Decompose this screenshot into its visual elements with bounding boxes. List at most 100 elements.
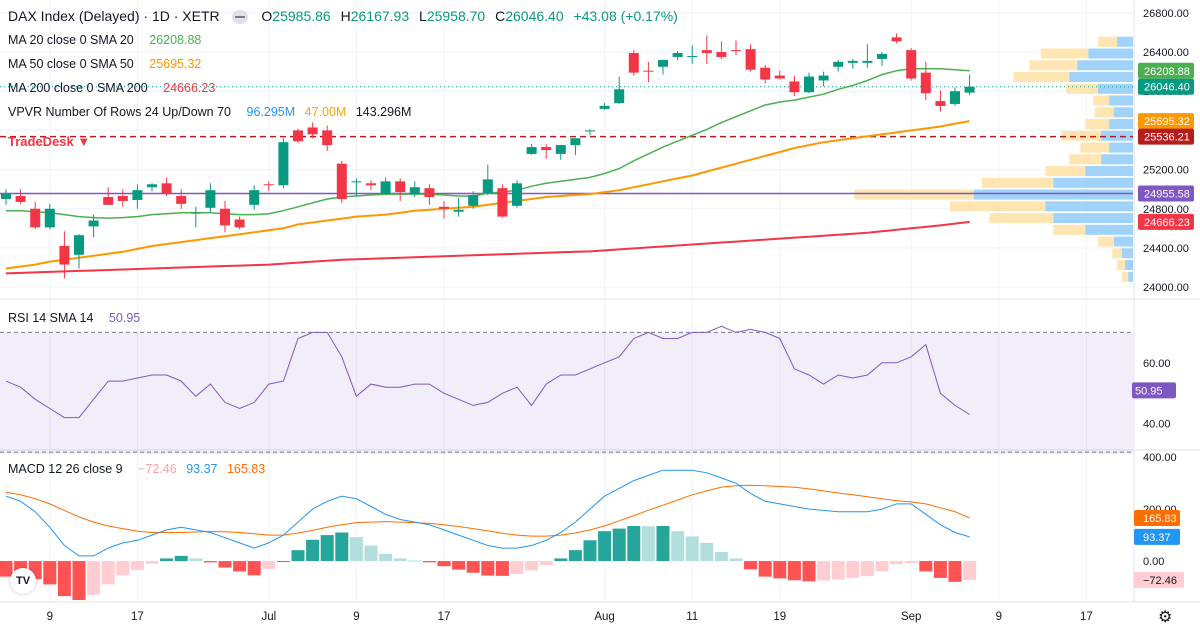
symbol-title[interactable]: DAX Index (Delayed) · 1D · XETR (8, 8, 220, 24)
price-tick-label: 26800.00 (1143, 8, 1189, 20)
candle-body (336, 163, 347, 199)
macd-histogram-bar (174, 555, 188, 562)
candle-body (614, 89, 625, 103)
volume-profile-down-bar (1029, 60, 1078, 71)
vpvr-down-value: 47.00M (304, 105, 347, 119)
ma200-line (5, 220, 970, 275)
macd-histogram-bar (0, 561, 13, 577)
time-axis-label: 17 (131, 611, 144, 623)
volume-profile-up-bar (1109, 95, 1133, 106)
macd-histogram-bar (875, 561, 889, 572)
candle-body (833, 61, 844, 67)
rsi-band (0, 332, 1133, 455)
vpvr-legend[interactable]: VPVR Number Of Rows 24 Up/Down 70 96.295… (8, 104, 417, 120)
candle-body (30, 208, 41, 228)
change-value: +43.08 (+0.17%) (573, 8, 678, 24)
macd-histogram-bar (612, 528, 626, 562)
low-label: L (419, 8, 427, 24)
candle-body (468, 195, 479, 206)
macd-histogram-bar (364, 545, 378, 562)
macd-hist-axis-label: −72.46 (1143, 575, 1177, 587)
tradedesk-logo[interactable]: TradeDesk ▼ (8, 134, 91, 149)
candle-body (409, 187, 420, 195)
candle-body (424, 188, 435, 198)
macd-histogram-bar (948, 561, 962, 582)
rsi-axis-label-box (1132, 382, 1176, 399)
macd-histogram-bar (598, 531, 612, 562)
candle-body (950, 91, 960, 104)
macd-histogram-bar (189, 558, 203, 562)
ma200-legend[interactable]: MA 200 close 0 SMA 200 24666.23 (8, 80, 221, 96)
ma50-label: MA 50 close 0 SMA 50 (8, 57, 134, 71)
price-axis-label: 24666.23 (1144, 217, 1190, 229)
candle-body (570, 138, 581, 146)
macd-histogram-bar (714, 551, 728, 562)
macd-histogram-bar (758, 561, 772, 577)
rsi-tick-label: 40.00 (1143, 419, 1171, 431)
candle-body (701, 50, 712, 54)
volume-profile-up-bar (1053, 213, 1133, 224)
volume-profile-up-bar (1085, 224, 1133, 235)
macd-legend[interactable]: MACD 12 26 close 9 −72.46 93.37 165.83 (8, 461, 271, 477)
rsi-line (5, 325, 970, 419)
volume-profile-down-bar (1097, 236, 1114, 247)
candle-body (599, 105, 610, 109)
tradingview-logo-icon[interactable]: TV (10, 568, 36, 594)
volume-profile-down-bar (1080, 142, 1110, 153)
ma50-value: 25695.32 (149, 57, 202, 71)
macd-histogram-bar (831, 561, 845, 580)
volume-profile-up-bar (1088, 48, 1133, 59)
candle-body (877, 54, 887, 59)
volume-profile-up-bar (973, 189, 1133, 200)
ma20-legend[interactable]: MA 20 close 0 SMA 20 26208.88 (8, 32, 207, 48)
volume-profile-down-bar (1045, 166, 1086, 177)
volume-profile-up-bar (1101, 154, 1133, 165)
volume-profile-down-bar (1121, 271, 1129, 282)
eye-icon[interactable] (231, 10, 248, 25)
macd-histogram-bar (685, 536, 699, 562)
price-axis-label-box (1138, 185, 1194, 202)
macd-histogram-bar (627, 526, 641, 562)
volume-profile-down-bar (989, 213, 1054, 224)
candle-body (88, 220, 99, 227)
macd-histogram-bar (933, 561, 947, 578)
candle-body (453, 209, 464, 212)
volume-profile-down-bar (1069, 154, 1102, 165)
candle-body (161, 183, 172, 194)
ma50-line (5, 120, 970, 270)
macd-histogram-bar (379, 553, 393, 562)
macd-histogram-bar (393, 558, 407, 562)
candle-body (847, 60, 858, 63)
time-axis-label: Aug (594, 611, 614, 623)
price-axis-label-box (1138, 78, 1194, 95)
time-axis-label: Jul (261, 611, 276, 623)
open-label: O (261, 8, 273, 24)
volume-profile-up-bar (1128, 271, 1133, 282)
vpvr-label: VPVR Number Of Rows 24 Up/Down 70 (8, 105, 232, 119)
rsi-legend[interactable]: RSI 14 SMA 14 50.95 (8, 310, 146, 326)
vpvr-total-value: 143.296M (355, 105, 412, 119)
ma50-legend[interactable]: MA 50 close 0 SMA 50 25695.32 (8, 56, 207, 72)
macd-histogram-bar (452, 561, 466, 570)
close-value: 26046.40 (505, 8, 564, 24)
gear-icon[interactable]: ⚙ (1158, 609, 1173, 626)
volume-profile-down-bar (1013, 72, 1070, 83)
volume-profile-down-bar (1066, 83, 1098, 94)
volume-profile-up-bar (1121, 248, 1133, 259)
candle-body (147, 184, 157, 188)
macd-histogram-bar (422, 561, 436, 563)
price-tick-label: 24800.00 (1143, 204, 1189, 216)
candle-body (555, 145, 566, 154)
close-label: C (495, 8, 506, 24)
rsi-label: RSI 14 SMA 14 (8, 311, 94, 325)
macd-histogram-bar (262, 561, 276, 569)
macd-histogram-bar (233, 561, 247, 572)
high-value: 26167.93 (350, 8, 410, 24)
candle-body (774, 75, 785, 79)
price-axis-label-box (1138, 128, 1194, 145)
vpvr-up-value: 96.295M (246, 105, 296, 119)
rsi-value: 50.95 (108, 311, 141, 325)
low-value: 25958.70 (426, 8, 486, 24)
volume-profile-up-bar (1113, 107, 1133, 118)
